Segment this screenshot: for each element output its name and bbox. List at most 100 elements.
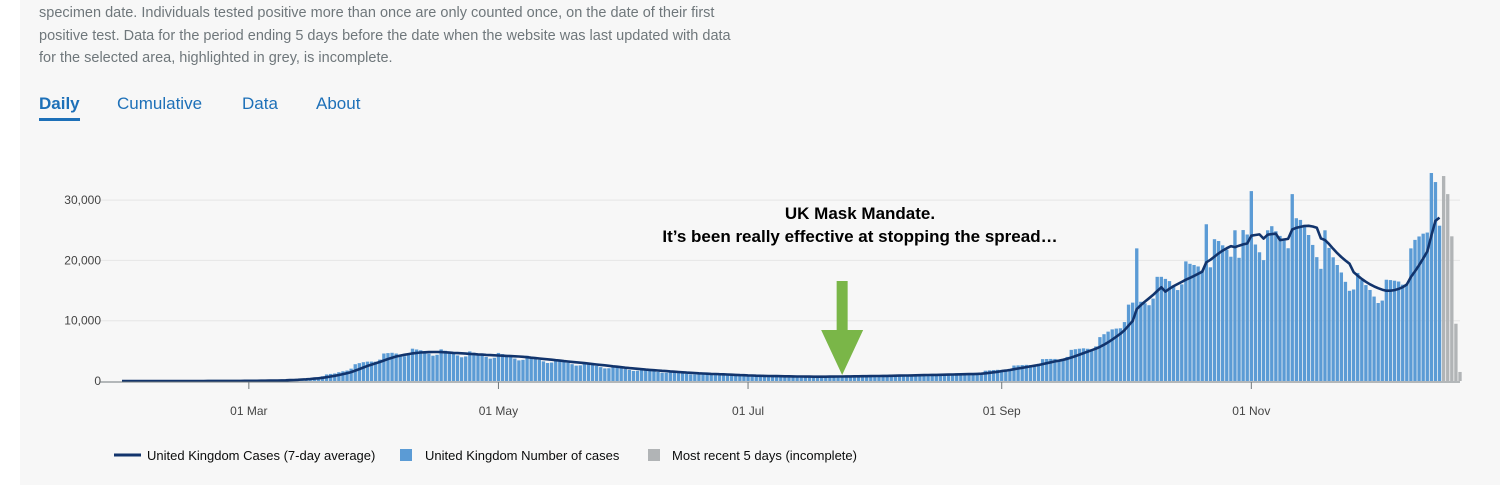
case-bar <box>1098 337 1102 381</box>
case-bar <box>623 368 627 381</box>
case-bar <box>1401 284 1405 381</box>
case-bar <box>995 369 1000 381</box>
incomplete-case-bar <box>1458 371 1462 381</box>
case-bar <box>734 375 738 381</box>
case-bar <box>680 373 685 381</box>
case-bar <box>611 365 615 381</box>
case-bar <box>721 375 726 381</box>
case-bar <box>991 370 996 381</box>
case-bar <box>946 375 951 381</box>
case-bar <box>1229 256 1233 381</box>
incomplete-case-bar <box>1441 176 1446 381</box>
case-bar <box>390 352 394 381</box>
case-bar <box>374 361 378 381</box>
case-bar <box>1266 230 1270 381</box>
case-bar <box>1163 278 1168 381</box>
case-bar <box>521 359 525 381</box>
case-bar <box>1114 328 1118 381</box>
case-bar <box>1008 368 1012 381</box>
case-bar <box>746 376 750 381</box>
case-bar <box>824 376 828 381</box>
case-bar <box>1024 364 1028 381</box>
case-bar <box>1278 235 1282 381</box>
tab-data[interactable]: Data <box>242 94 278 113</box>
case-bar <box>443 350 447 381</box>
seven-day-average-line <box>122 216 1441 383</box>
case-bar <box>488 358 492 381</box>
case-bar <box>513 358 517 381</box>
y-axis-ticks: 0 10,000 20,000 30,000 <box>64 193 101 388</box>
case-bar <box>423 351 427 381</box>
case-bar <box>1110 329 1114 381</box>
chart-panel <box>20 0 1500 485</box>
case-bar <box>414 349 419 381</box>
case-bar <box>1425 232 1429 381</box>
tab-daily[interactable]: Daily <box>39 94 80 121</box>
y-tick-label: 30,000 <box>64 193 101 207</box>
case-bar <box>950 374 955 381</box>
case-bar <box>1413 239 1417 381</box>
case-bar <box>1409 248 1413 381</box>
case-bar <box>742 376 746 381</box>
legend: United Kingdom Cases (7-day average) Uni… <box>114 448 857 463</box>
case-bar <box>709 374 713 381</box>
case-bar <box>815 376 820 381</box>
case-bar <box>1020 365 1024 381</box>
case-bar <box>1016 365 1020 381</box>
x-axis-ticks: 01 Mar 01 May 01 Jul 01 Sep 01 Nov <box>230 382 1270 418</box>
tab-cumulative[interactable]: Cumulative <box>117 94 203 113</box>
case-bar <box>574 365 578 381</box>
case-bar <box>1061 359 1065 381</box>
case-bar <box>533 358 537 381</box>
case-bar <box>963 373 967 381</box>
case-bar <box>1388 280 1393 381</box>
case-bar <box>1261 260 1266 381</box>
case-bar <box>750 376 754 381</box>
case-bar <box>811 376 816 381</box>
legend-label: Most recent 5 days (incomplete) <box>672 448 857 463</box>
case-bar <box>803 377 807 381</box>
case-bar <box>1360 280 1364 381</box>
case-bar <box>1429 173 1434 381</box>
case-bar <box>1421 233 1425 381</box>
case-bar <box>1184 261 1188 381</box>
case-bar <box>1208 267 1213 381</box>
case-bar <box>983 370 988 381</box>
case-bar <box>783 375 787 381</box>
case-bar <box>586 363 591 381</box>
case-bar <box>635 370 640 381</box>
case-bar <box>1135 248 1139 381</box>
case-bar <box>938 374 943 381</box>
case-bar <box>1012 365 1016 381</box>
tab-about[interactable]: About <box>316 94 361 113</box>
case-bar <box>987 370 992 381</box>
case-bar <box>840 375 844 381</box>
case-bar <box>1171 285 1176 381</box>
incomplete-case-bar <box>1450 236 1454 381</box>
case-bar <box>419 350 423 381</box>
case-bar <box>1372 296 1376 381</box>
case-bar <box>529 357 533 381</box>
case-bar <box>607 368 611 381</box>
case-bar <box>578 365 582 381</box>
case-bar <box>922 375 926 381</box>
case-bar <box>1192 265 1196 381</box>
case-bar <box>713 374 717 381</box>
case-bar <box>1376 303 1380 381</box>
x-tick-label: 01 Mar <box>230 404 267 418</box>
case-bar <box>603 368 607 381</box>
case-bar <box>1347 290 1352 381</box>
case-bar <box>1200 270 1204 381</box>
case-bar <box>369 361 374 381</box>
case-bar <box>496 352 501 381</box>
case-bar <box>554 359 558 381</box>
case-bar <box>1306 235 1311 381</box>
case-bar <box>1290 194 1294 381</box>
case-bar <box>509 356 513 381</box>
case-bar <box>500 354 505 381</box>
case-bar <box>394 353 398 381</box>
x-tick-label: 01 Sep <box>983 404 1021 418</box>
case-bar <box>971 374 975 381</box>
case-bar <box>431 355 435 381</box>
case-bar <box>386 353 390 381</box>
